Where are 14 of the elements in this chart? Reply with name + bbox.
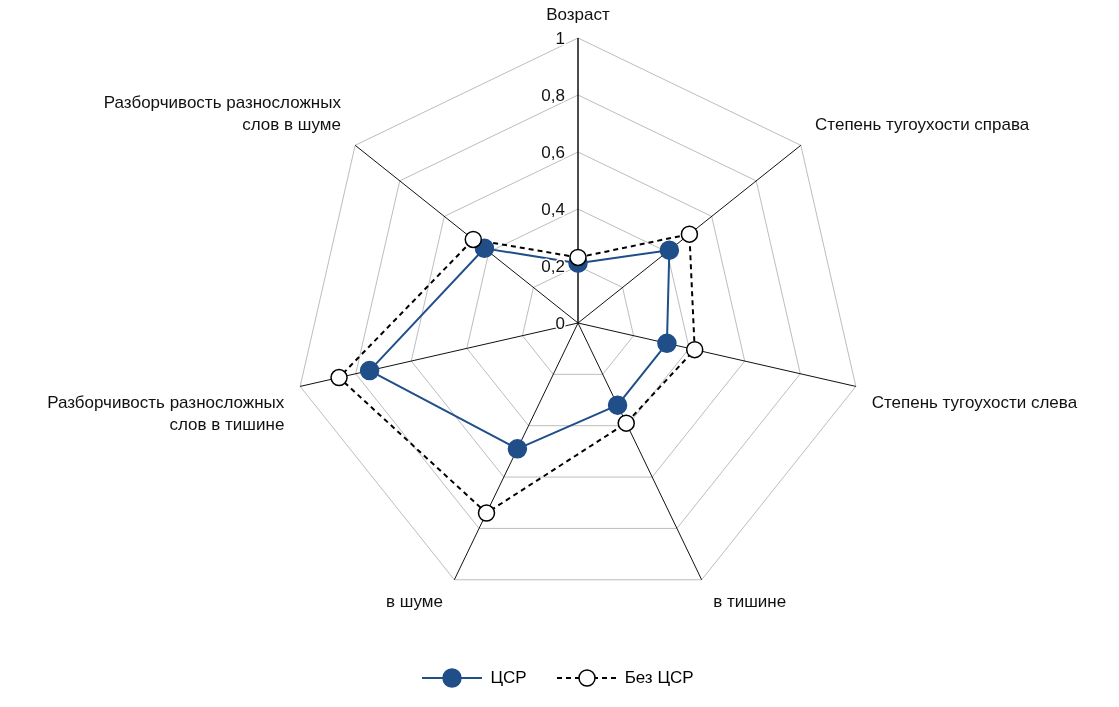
y-tick-label: 1 xyxy=(555,29,565,48)
spoke-label: Разборчивость разносложных слов в шуме xyxy=(103,93,342,135)
y-tick-label: 0,8 xyxy=(541,86,565,105)
y-tick-label: 0,4 xyxy=(541,200,565,219)
spoke-label: Возраст xyxy=(546,5,611,24)
y-tick-label: 0,6 xyxy=(541,143,565,162)
y-tick-label: 0,2 xyxy=(541,257,565,276)
spoke-label: в тишине xyxy=(713,591,787,611)
spoke-label: Степень тугоухости слева xyxy=(871,393,1078,413)
spoke-label: Разборчивость разносложных слов в тишине xyxy=(47,393,285,435)
spoke-label: Степень тугоухости справа xyxy=(815,115,1030,135)
legend-label: Без ЦСР xyxy=(624,668,694,688)
legend-label: ЦСР xyxy=(490,668,527,688)
spoke-label: в шуме xyxy=(386,591,443,611)
